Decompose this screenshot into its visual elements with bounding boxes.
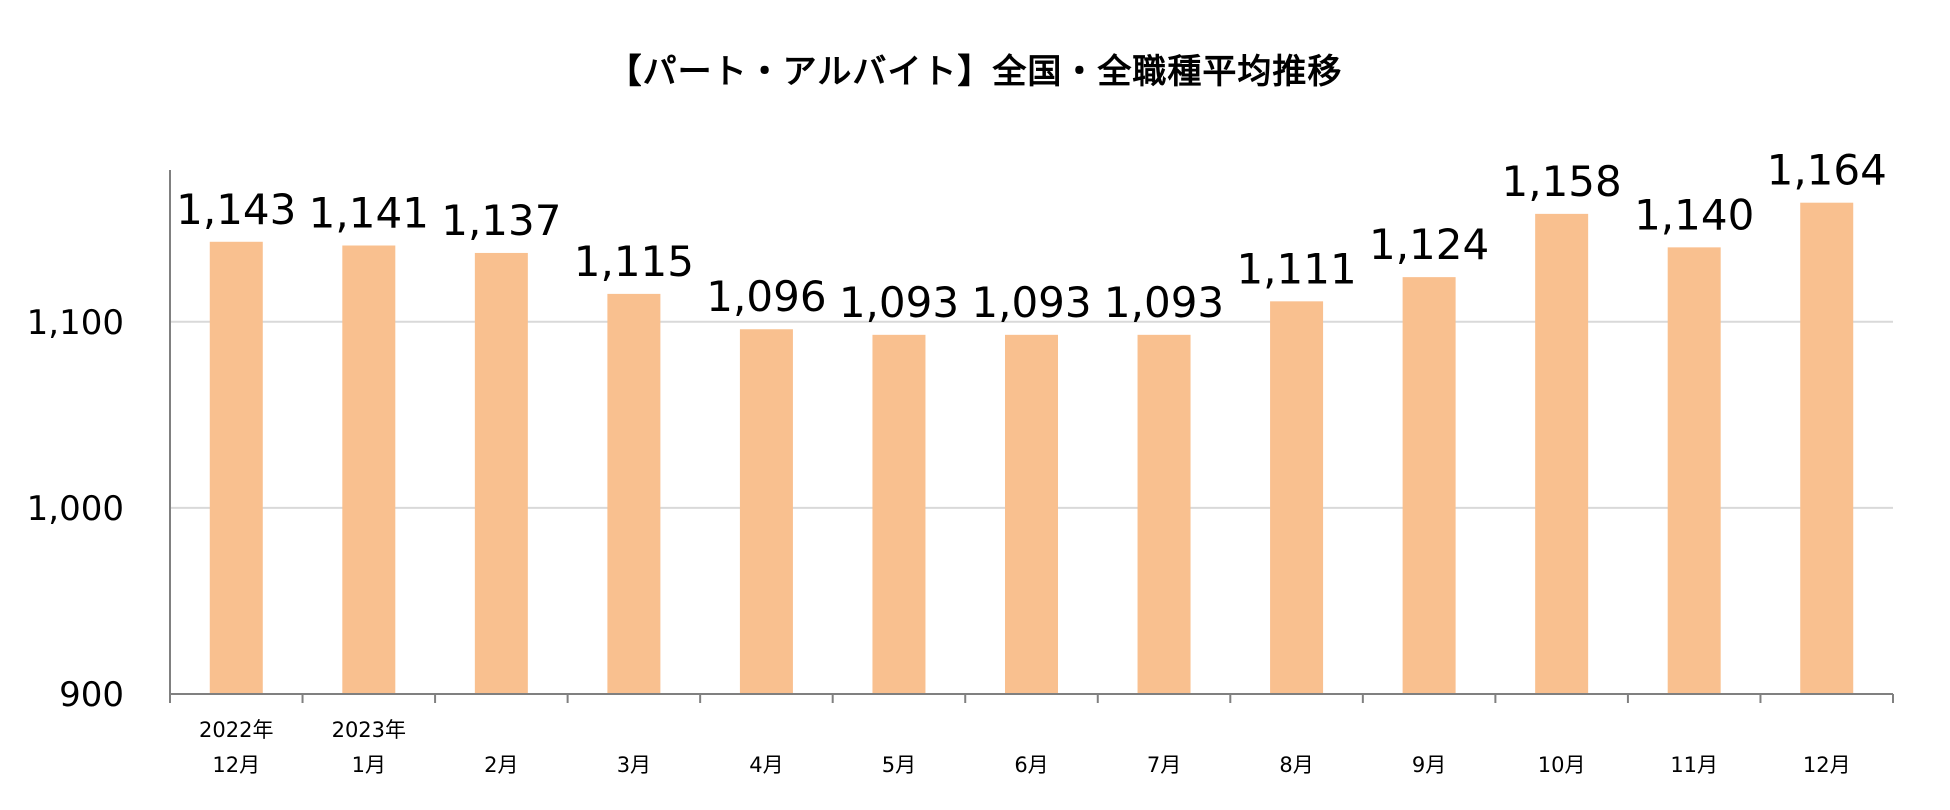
bars	[209, 202, 1854, 695]
x-tick-label-month: 9月	[1412, 753, 1446, 777]
x-tick-label-month: 11月	[1670, 753, 1718, 777]
bar	[1535, 213, 1589, 694]
data-label: 1,093	[971, 278, 1091, 327]
x-tick-label-year: 2022年	[199, 718, 273, 742]
y-tick-label: 900	[59, 675, 124, 715]
x-tick-label-month: 12月	[1803, 753, 1851, 777]
bar	[1270, 301, 1324, 694]
bar	[474, 252, 528, 694]
chart-title: 【パート・アルバイト】全国・全職種平均推移	[607, 52, 1343, 92]
bar	[209, 241, 263, 695]
bar	[1667, 247, 1721, 695]
x-tick-labels: 2022年 12月 2023年 1月 2月 3月 4月 5月 6月 7月 8月 9月 10月 11月 12月	[199, 718, 1851, 777]
bar	[1137, 334, 1191, 694]
x-tick-label-month: 5月	[882, 753, 916, 777]
data-label: 1,158	[1502, 157, 1622, 206]
x-tick-label-month: 1月	[352, 753, 386, 777]
data-label: 1,141	[309, 188, 429, 237]
x-tick-label-year: 2023年	[332, 718, 406, 742]
data-label: 1,093	[1104, 278, 1224, 327]
data-label: 1,111	[1236, 244, 1356, 293]
bar	[342, 245, 396, 694]
data-label: 1,124	[1369, 220, 1489, 269]
x-tick-label-month: 10月	[1538, 753, 1586, 777]
data-label: 1,143	[176, 185, 296, 234]
x-tick-label-month: 3月	[617, 753, 651, 777]
axes	[169, 170, 1894, 703]
x-tick-label-month: 4月	[749, 753, 783, 777]
data-label: 1,164	[1767, 146, 1887, 195]
data-label: 1,093	[839, 278, 959, 327]
y-tick-label: 1,100	[27, 303, 124, 343]
y-tick-label: 1,000	[27, 489, 124, 529]
x-tick-label-month: 12月	[212, 753, 260, 777]
x-tick-label-month: 6月	[1014, 753, 1048, 777]
bar	[1402, 277, 1456, 694]
x-tick-label-month: 2月	[484, 753, 518, 777]
bar	[872, 334, 926, 694]
x-tick-label-month: 7月	[1147, 753, 1181, 777]
bar	[1005, 334, 1058, 694]
bar	[607, 293, 661, 694]
data-label: 1,096	[706, 272, 826, 321]
data-label: 1,115	[574, 237, 694, 286]
bar	[739, 329, 793, 694]
data-label: 1,137	[441, 196, 561, 245]
bar	[1800, 202, 1854, 695]
y-tick-labels: 900 1,000 1,100	[27, 303, 124, 715]
data-label: 1,140	[1634, 190, 1754, 239]
x-tick-label-month: 8月	[1279, 753, 1313, 777]
